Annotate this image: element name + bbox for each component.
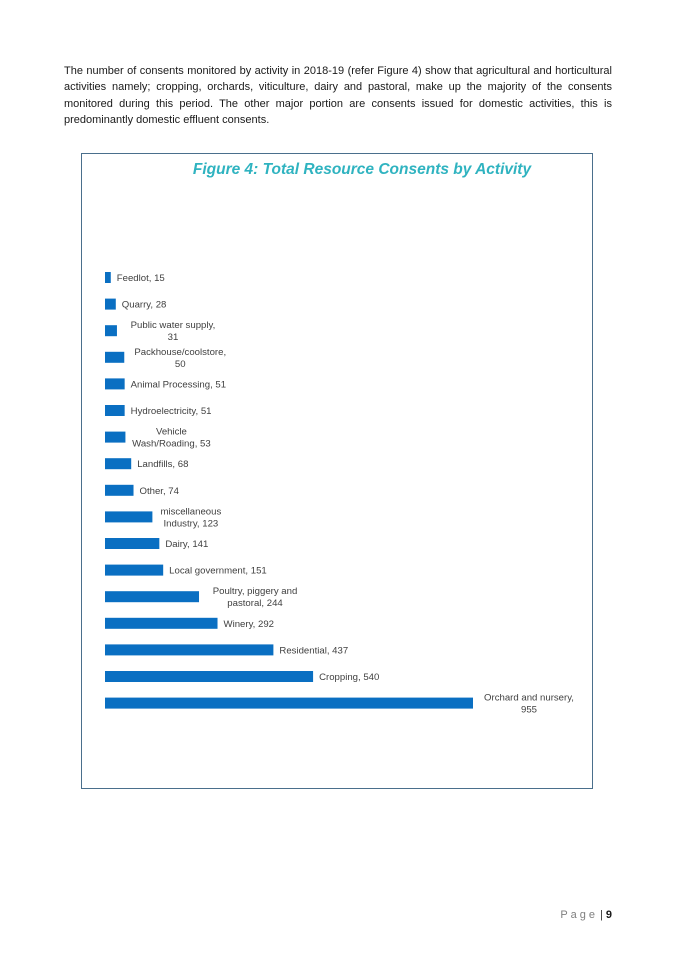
- data-label-residential: Residential, 437: [279, 645, 348, 656]
- data-label-feedlot: Feedlot, 15: [117, 273, 165, 284]
- data-label-vehicle-wash-roading: Vehicle Wash/Roading, 53: [132, 427, 211, 450]
- bar-hydroelectricity: [105, 405, 125, 416]
- bar-public-water-supply: [105, 325, 117, 337]
- chart-title: Figure 4: Total Resource Consents by Act…: [192, 161, 532, 178]
- page-separator: |: [600, 909, 603, 921]
- bar-quarry: [105, 298, 116, 310]
- bar-landfills: [105, 458, 132, 470]
- bar-chart-svg: Feedlot, 15 Quarry, 28 Public water supply…: [105, 272, 574, 716]
- page-footer: Page | 9: [560, 909, 612, 921]
- bar-animal-processing: [105, 378, 125, 390]
- bar-poultry-piggery-and-pastoral: [105, 591, 200, 603]
- data-label-miscellaneous-industry: miscellaneous Industry, 123: [160, 506, 221, 529]
- page-word: Page: [560, 909, 599, 921]
- bar-dairy: [105, 538, 160, 549]
- bar-residential: [105, 644, 274, 656]
- data-label-animal-processing: Animal Processing, 51: [131, 379, 226, 390]
- bar-feedlot: [105, 272, 111, 283]
- data-label-cropping: Cropping, 540: [319, 672, 379, 683]
- bar-orchard-and-nursery: [105, 697, 473, 709]
- bar-cropping: [105, 671, 314, 682]
- data-label-dairy: Dairy, 141: [165, 539, 208, 550]
- data-label-other: Other, 74: [140, 486, 180, 497]
- bar-local-government: [105, 564, 164, 576]
- data-label-winery: Winery, 292: [224, 619, 274, 630]
- data-label-quarry: Quarry, 28: [122, 300, 167, 311]
- data-label-public-water-supply: Public water supply, 31: [131, 320, 216, 343]
- figure-4-chart: Figure 4: Total Resource Consents by Act…: [81, 153, 593, 789]
- bar-winery: [105, 617, 218, 629]
- data-label-hydroelectricity: Hydroelectricity, 51: [131, 406, 212, 417]
- data-label-landfills: Landfills, 68: [137, 459, 188, 470]
- bar-other: [105, 484, 134, 496]
- page-number: 9: [605, 909, 612, 921]
- data-label-local-government: Local government, 151: [169, 566, 267, 577]
- data-label-packhouse-coolstore: Packhouse/coolstore, 50: [134, 347, 226, 370]
- bar-vehicle-wash-roading: [105, 431, 126, 443]
- bar-packhouse-coolstore: [105, 351, 125, 363]
- data-label-orchard-and-nursery: Orchard and nursery, 955: [484, 693, 574, 716]
- bar-miscellaneous-industry: [105, 511, 153, 523]
- data-label-poultry-piggery-and-pastoral: Poultry, piggery and pastoral, 244: [213, 586, 298, 609]
- intro-paragraph: The number of consents monitored by acti…: [64, 65, 612, 127]
